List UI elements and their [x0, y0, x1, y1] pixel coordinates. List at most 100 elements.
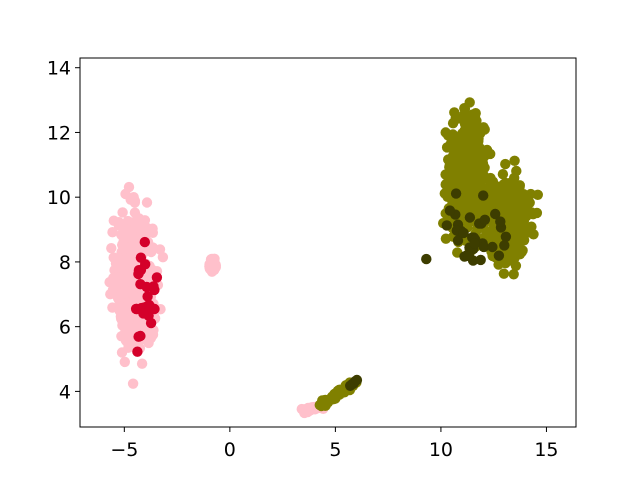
scatter-point	[125, 226, 137, 238]
scatter-point	[458, 227, 469, 239]
scatter-point	[470, 108, 481, 119]
scatter-point	[469, 191, 480, 202]
scatter-point	[473, 136, 484, 147]
x-axis: −5 0 5 10 15	[110, 427, 559, 461]
scatter-point	[447, 177, 458, 188]
scatter-point	[139, 236, 150, 248]
scatter-point	[444, 205, 456, 216]
scatter-point	[126, 247, 137, 258]
scatter-point	[107, 227, 118, 238]
x-tick-label: 5	[329, 439, 341, 461]
scatter-point	[154, 244, 166, 255]
y-tick-label: 8	[59, 252, 71, 274]
scatter-point	[478, 203, 490, 214]
scatter-point	[479, 214, 491, 225]
x-tick-label: 10	[429, 439, 453, 461]
scatter-point	[117, 219, 128, 230]
data-points	[104, 97, 543, 419]
scatter-point	[421, 253, 432, 265]
scatter-point	[469, 238, 480, 249]
scatter-point	[123, 181, 135, 193]
y-tick-label: 12	[47, 122, 71, 144]
scatter-point	[106, 243, 117, 254]
scatter-point	[441, 220, 452, 231]
scatter-point	[471, 147, 482, 158]
scatter-point	[463, 172, 474, 183]
scatter-point	[462, 134, 473, 145]
scatter-point	[148, 281, 159, 292]
scatter-point	[500, 231, 512, 242]
scatter-point	[133, 268, 144, 280]
scatter-point	[510, 260, 522, 271]
y-tick-label: 14	[47, 58, 71, 80]
scatter-point	[351, 374, 363, 386]
scatter-point	[497, 169, 509, 180]
scatter-point	[157, 252, 169, 263]
scatter-point	[127, 378, 139, 389]
scatter-point	[478, 241, 489, 253]
scatter-point	[136, 358, 148, 369]
scatter-point	[142, 291, 153, 302]
axes-frame	[79, 57, 577, 428]
scatter-point	[509, 172, 520, 184]
scatter-point	[465, 119, 476, 131]
scatter-point	[528, 229, 539, 240]
scatter-point	[499, 199, 510, 210]
y-tick-label: 10	[47, 187, 71, 209]
y-tick-label: 4	[59, 381, 71, 403]
scatter-point	[118, 288, 130, 299]
scatter-point	[490, 208, 501, 220]
scatter-point	[463, 250, 475, 262]
scatter-point	[151, 272, 163, 283]
scatter-point	[107, 302, 118, 313]
scatter-point	[493, 250, 505, 261]
scatter-point	[455, 176, 466, 187]
scatter-point	[119, 356, 130, 368]
scatter-point	[117, 207, 128, 218]
scatter-point	[450, 113, 461, 124]
scatter-point	[450, 188, 462, 199]
scatter-point	[114, 256, 125, 267]
scatter-point	[460, 191, 471, 202]
scatter-point	[447, 129, 459, 140]
scatter-point	[514, 181, 525, 193]
scatter-point	[449, 144, 460, 155]
scatter-point	[459, 110, 471, 121]
scatter-point	[117, 239, 128, 251]
scatter-point	[499, 181, 510, 192]
scatter-point	[444, 161, 455, 173]
scatter-point	[509, 155, 520, 166]
scatter-point	[487, 241, 498, 253]
scatter-point	[121, 318, 133, 329]
scatter-point	[514, 196, 525, 208]
scatter-point	[500, 158, 511, 170]
x-tick-label: 0	[224, 439, 236, 461]
y-tick-label: 6	[59, 317, 71, 339]
scatter-point	[464, 212, 476, 223]
scatter-point	[532, 189, 543, 200]
scatter-point	[116, 347, 128, 358]
scatter-point	[461, 151, 472, 162]
scatter-point	[498, 268, 510, 279]
scatter-point	[135, 330, 146, 342]
scatter-point	[475, 128, 486, 139]
scatter-point	[508, 269, 519, 280]
scatter-point	[465, 201, 476, 213]
scatter-point	[139, 227, 151, 239]
scatter-point	[107, 284, 119, 296]
scatter-point	[478, 190, 489, 201]
x-tick-label: 15	[534, 439, 558, 461]
scatter-point	[122, 326, 134, 337]
x-tick-label: −5	[110, 439, 138, 461]
scatter-point	[134, 213, 145, 224]
scatter-point	[138, 308, 149, 319]
scatter-point	[209, 260, 220, 271]
scatter-point	[131, 292, 142, 303]
scatter-point	[475, 254, 486, 266]
y-axis: 4 6 8 10 12 14	[47, 58, 80, 403]
scatter-point	[144, 301, 156, 312]
scatter-point	[132, 346, 143, 357]
scatter-point	[115, 303, 126, 315]
